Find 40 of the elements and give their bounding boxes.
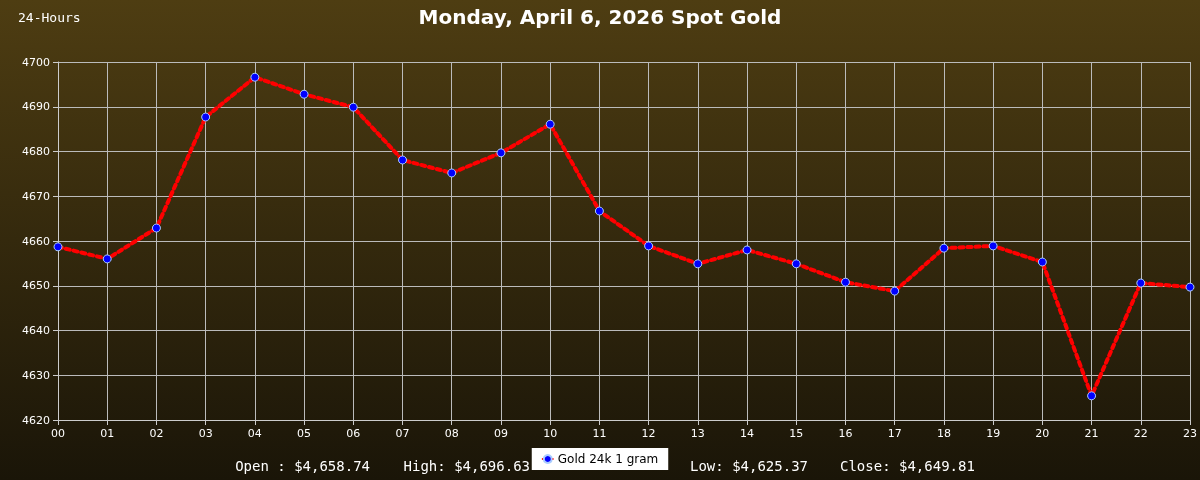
x-tick-label: 15 xyxy=(789,427,804,440)
text: Close: $4,649.81 xyxy=(840,458,975,474)
x-tick-label: 19 xyxy=(986,427,1001,440)
x-tick-label: 17 xyxy=(887,427,902,440)
x-tick-label: 23 xyxy=(1183,427,1197,440)
x-tick-label: 18 xyxy=(936,427,951,440)
x-tick-label: 00 xyxy=(51,427,65,440)
x-tick-label: 14 xyxy=(740,427,755,440)
x-tick-label: 20 xyxy=(1035,427,1050,440)
x-tick-label: 01 xyxy=(100,427,115,440)
legend-label: Gold 24k 1 gram xyxy=(557,452,659,466)
x-tick-label: 06 xyxy=(346,427,361,440)
y-tick-label: 4690 xyxy=(22,100,50,114)
y-tick-label: 4630 xyxy=(22,368,50,382)
x-tick-label: 12 xyxy=(641,427,656,440)
text: Low: $4,625.37 xyxy=(690,458,809,474)
y-tick-label: 4650 xyxy=(22,279,50,293)
y-tick-label: 4700 xyxy=(22,55,50,69)
chart-title: Monday, April 6, 2026 Spot Gold xyxy=(418,5,782,29)
x-tick-label: 13 xyxy=(690,427,705,440)
x-tick-label: 03 xyxy=(198,427,213,440)
x-tick-label: 08 xyxy=(444,427,459,440)
x-tick-label: 05 xyxy=(297,427,312,440)
x-tick-label: 16 xyxy=(838,427,853,440)
chart-subtitle: 24-Hours xyxy=(18,10,81,25)
y-tick-label: 4620 xyxy=(22,413,50,427)
x-tick-label: 11 xyxy=(592,427,607,440)
x-tick-label: 07 xyxy=(395,427,410,440)
y-tick-label: 4660 xyxy=(22,234,50,248)
text: High: $4,696.63 xyxy=(403,458,531,474)
text: Open : $4,658.74 xyxy=(235,458,370,474)
y-tick-label: 4640 xyxy=(22,324,50,337)
x-tick-label: 09 xyxy=(493,427,508,440)
x-tick-label: 02 xyxy=(149,427,164,440)
y-tick-label: 4680 xyxy=(22,145,50,158)
x-tick-label: 22 xyxy=(1133,427,1148,440)
y-tick-label: 4670 xyxy=(22,189,50,203)
x-tick-label: 10 xyxy=(543,427,558,440)
x-tick-label: 21 xyxy=(1084,427,1099,440)
x-tick-label: 04 xyxy=(247,427,262,440)
